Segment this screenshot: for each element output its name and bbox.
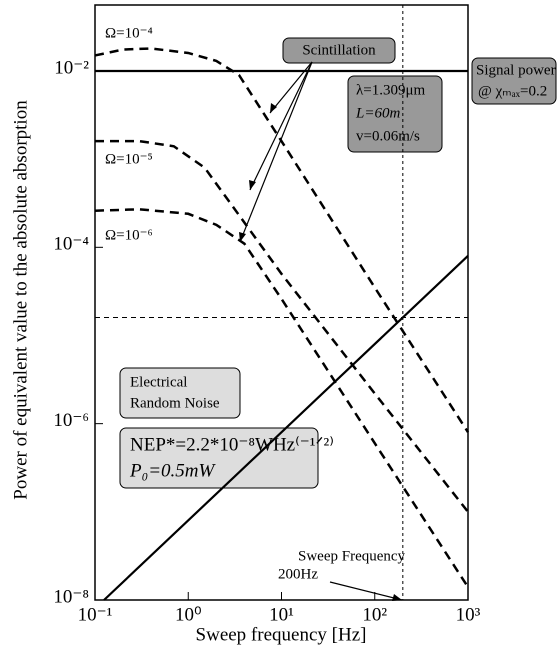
arrow-heads xyxy=(239,103,402,601)
nep-text: NEP*=2.2*10⁻⁸WHz⁽⁻¹ᐟ²⁾ xyxy=(130,434,334,455)
signal-box xyxy=(471,57,557,105)
signal-text: Signal power xyxy=(476,62,556,78)
series-line xyxy=(94,208,470,588)
y-tick-label: 10⁻⁶ xyxy=(53,410,89,431)
series-line xyxy=(94,47,470,433)
sweep-text: Sweep Frequency xyxy=(298,548,406,564)
y-tick-label: 10⁻⁸ xyxy=(53,586,89,607)
x-tick-label: 10¹ xyxy=(269,604,294,625)
sweep-text: 200Hz xyxy=(278,566,318,582)
y-axis-label: Power of equivalent value to the absolut… xyxy=(10,100,31,500)
params-box xyxy=(347,75,443,153)
noise-box xyxy=(119,367,241,419)
x-tick-label: 10⁰ xyxy=(175,604,202,625)
y-tick-label: 10⁻⁴ xyxy=(53,234,89,255)
series-label: Ω=10⁻⁶ xyxy=(105,227,153,243)
noise-text: Electrical xyxy=(130,374,187,390)
param-text: v=0.06m/s xyxy=(356,128,420,144)
x-tick-label: 10⁻¹ xyxy=(78,604,113,625)
x-tick-label: 10² xyxy=(362,604,387,625)
scintillation-label: Scintillation xyxy=(302,42,376,58)
signal-text: @ χₘₐₓ=0.2 xyxy=(478,83,547,99)
x-axis-label: Sweep frequency [Hz] xyxy=(196,624,367,645)
scintillation-box xyxy=(282,37,396,64)
y-tick-label: 10⁻² xyxy=(54,57,89,78)
nep-text: P₀=0.5mW xyxy=(129,460,217,481)
param-text: L=60m xyxy=(355,105,400,121)
series-line xyxy=(103,255,469,601)
noise-text: Random Noise xyxy=(130,395,220,411)
series-label: Ω=10⁻⁵ xyxy=(105,151,153,167)
series-label: Ω=10⁻⁴ xyxy=(105,25,153,41)
x-tick-label: 10³ xyxy=(456,604,481,625)
param-text: λ=1.309μm xyxy=(356,82,426,98)
